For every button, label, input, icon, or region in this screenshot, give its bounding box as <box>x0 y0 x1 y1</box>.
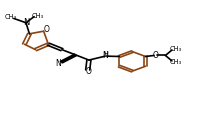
Text: O: O <box>85 67 90 76</box>
Text: CH₃: CH₃ <box>169 46 181 52</box>
Text: CH₃: CH₃ <box>32 13 44 19</box>
Text: H: H <box>103 51 107 57</box>
Text: CH₃: CH₃ <box>169 59 181 65</box>
Text: N: N <box>102 51 107 60</box>
Text: N: N <box>55 59 61 68</box>
Text: O: O <box>43 25 49 34</box>
Text: O: O <box>152 51 158 60</box>
Text: CH₃: CH₃ <box>5 14 17 20</box>
Text: N: N <box>23 18 29 27</box>
